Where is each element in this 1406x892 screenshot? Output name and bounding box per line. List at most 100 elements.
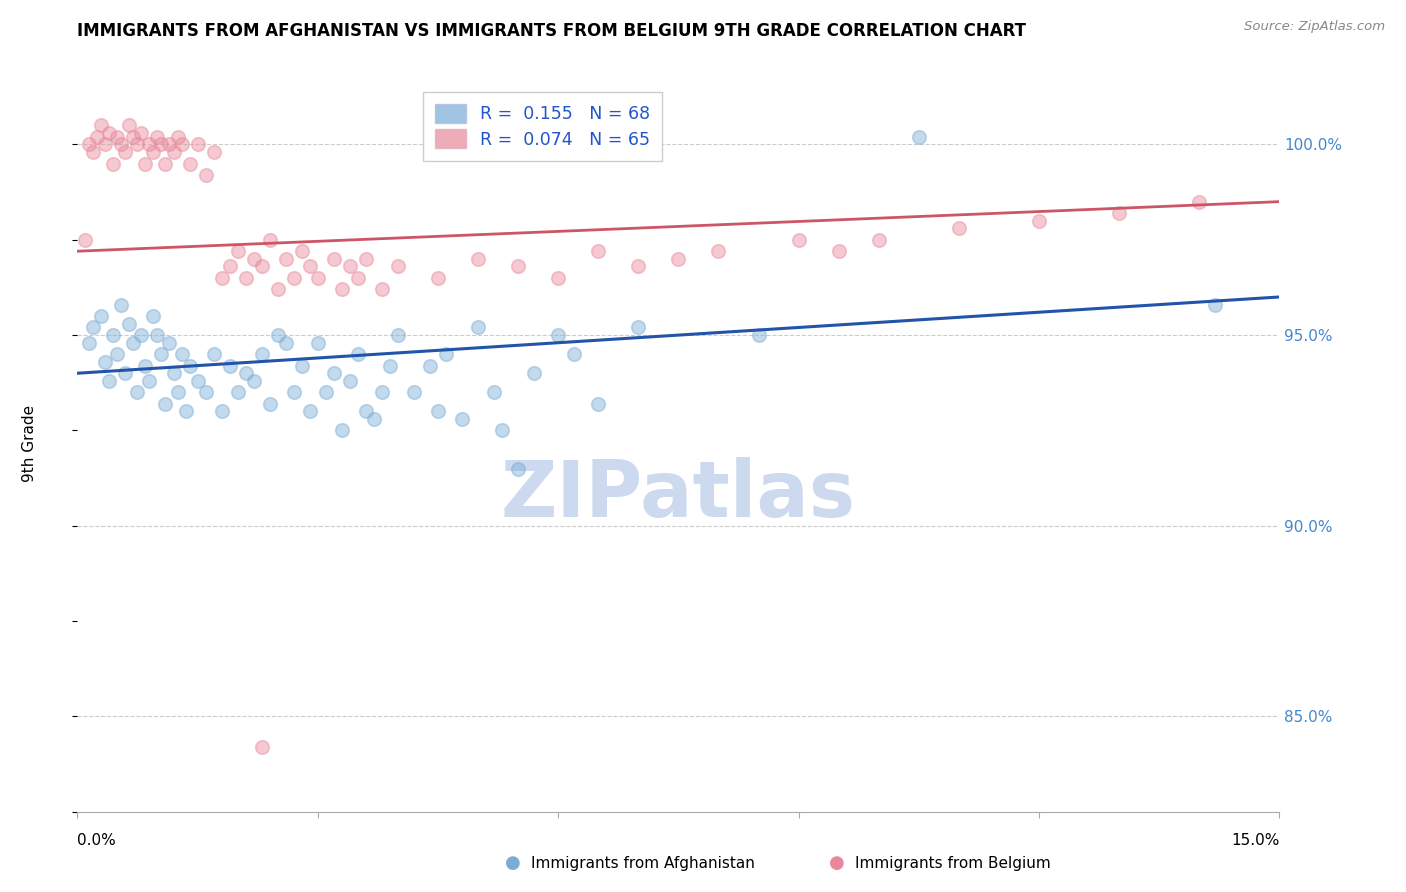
Point [1108, 206, 1130, 220]
Point [211, 271, 233, 285]
Text: Immigrants from Afghanistan: Immigrants from Afghanistan [531, 856, 755, 871]
Point [79, 137, 101, 152]
Point [267, 282, 290, 296]
Point [194, 168, 217, 182]
Point [242, 374, 264, 388]
Point [748, 328, 770, 343]
Point [491, 424, 513, 438]
Point [107, 347, 129, 361]
Point [118, 119, 141, 133]
Point [371, 385, 394, 400]
Text: 0.0%: 0.0% [77, 833, 117, 847]
Point [159, 137, 181, 152]
Point [82, 145, 104, 159]
Point [235, 366, 257, 380]
Point [339, 260, 361, 274]
Point [218, 359, 240, 373]
Point [371, 282, 394, 296]
Point [127, 137, 149, 152]
Text: ●: ● [505, 855, 522, 872]
Point [202, 347, 225, 361]
Point [427, 404, 450, 418]
Point [122, 129, 145, 144]
Point [363, 412, 385, 426]
Legend: R =  0.155   N = 68, R =  0.074   N = 65: R = 0.155 N = 68, R = 0.074 N = 65 [423, 92, 662, 161]
Point [307, 335, 329, 350]
Point [508, 461, 530, 475]
Point [98, 126, 121, 140]
Point [259, 397, 281, 411]
Point [75, 233, 97, 247]
Point [174, 404, 197, 418]
Point [122, 335, 145, 350]
Point [138, 374, 160, 388]
Point [155, 397, 177, 411]
Point [283, 385, 305, 400]
Point [146, 129, 169, 144]
Point [242, 252, 264, 266]
Point [668, 252, 690, 266]
Point [110, 137, 132, 152]
Point [79, 335, 101, 350]
Point [170, 347, 193, 361]
Point [98, 374, 121, 388]
Point [94, 137, 117, 152]
Text: 9th Grade: 9th Grade [21, 405, 37, 483]
Point [283, 271, 305, 285]
Point [114, 145, 136, 159]
Point [82, 320, 104, 334]
Text: 15.0%: 15.0% [1232, 833, 1279, 847]
Point [467, 320, 489, 334]
Text: Source: ZipAtlas.com: Source: ZipAtlas.com [1244, 20, 1385, 33]
Point [259, 233, 281, 247]
Point [330, 282, 353, 296]
Point [166, 129, 188, 144]
Point [588, 397, 610, 411]
Text: ZIPatlas: ZIPatlas [501, 458, 856, 533]
Point [131, 126, 153, 140]
Point [387, 328, 409, 343]
Point [94, 355, 117, 369]
Point [250, 347, 273, 361]
Point [354, 404, 377, 418]
Point [378, 359, 401, 373]
Point [315, 385, 337, 400]
Point [547, 328, 569, 343]
Point [118, 317, 141, 331]
Point [562, 347, 585, 361]
Point [467, 252, 489, 266]
Point [787, 233, 810, 247]
Point [138, 137, 160, 152]
Point [828, 244, 851, 259]
Point [627, 260, 650, 274]
Point [402, 385, 425, 400]
Point [194, 385, 217, 400]
Point [627, 320, 650, 334]
Point [322, 366, 344, 380]
Point [482, 385, 505, 400]
Point [274, 252, 297, 266]
Point [218, 260, 240, 274]
Point [162, 145, 184, 159]
Point [179, 156, 201, 170]
Point [90, 309, 112, 323]
Point [298, 404, 321, 418]
Point [110, 297, 132, 311]
Point [523, 366, 546, 380]
Point [187, 137, 209, 152]
Point [187, 374, 209, 388]
Point [155, 156, 177, 170]
Point [162, 366, 184, 380]
Point [150, 137, 173, 152]
Point [235, 271, 257, 285]
Point [1028, 213, 1050, 227]
Point [267, 328, 290, 343]
Point [142, 309, 165, 323]
Point [354, 252, 377, 266]
Point [419, 359, 441, 373]
Point [347, 347, 370, 361]
Point [86, 129, 108, 144]
Point [170, 137, 193, 152]
Text: IMMIGRANTS FROM AFGHANISTAN VS IMMIGRANTS FROM BELGIUM 9TH GRADE CORRELATION CHA: IMMIGRANTS FROM AFGHANISTAN VS IMMIGRANT… [77, 22, 1026, 40]
Point [298, 260, 321, 274]
